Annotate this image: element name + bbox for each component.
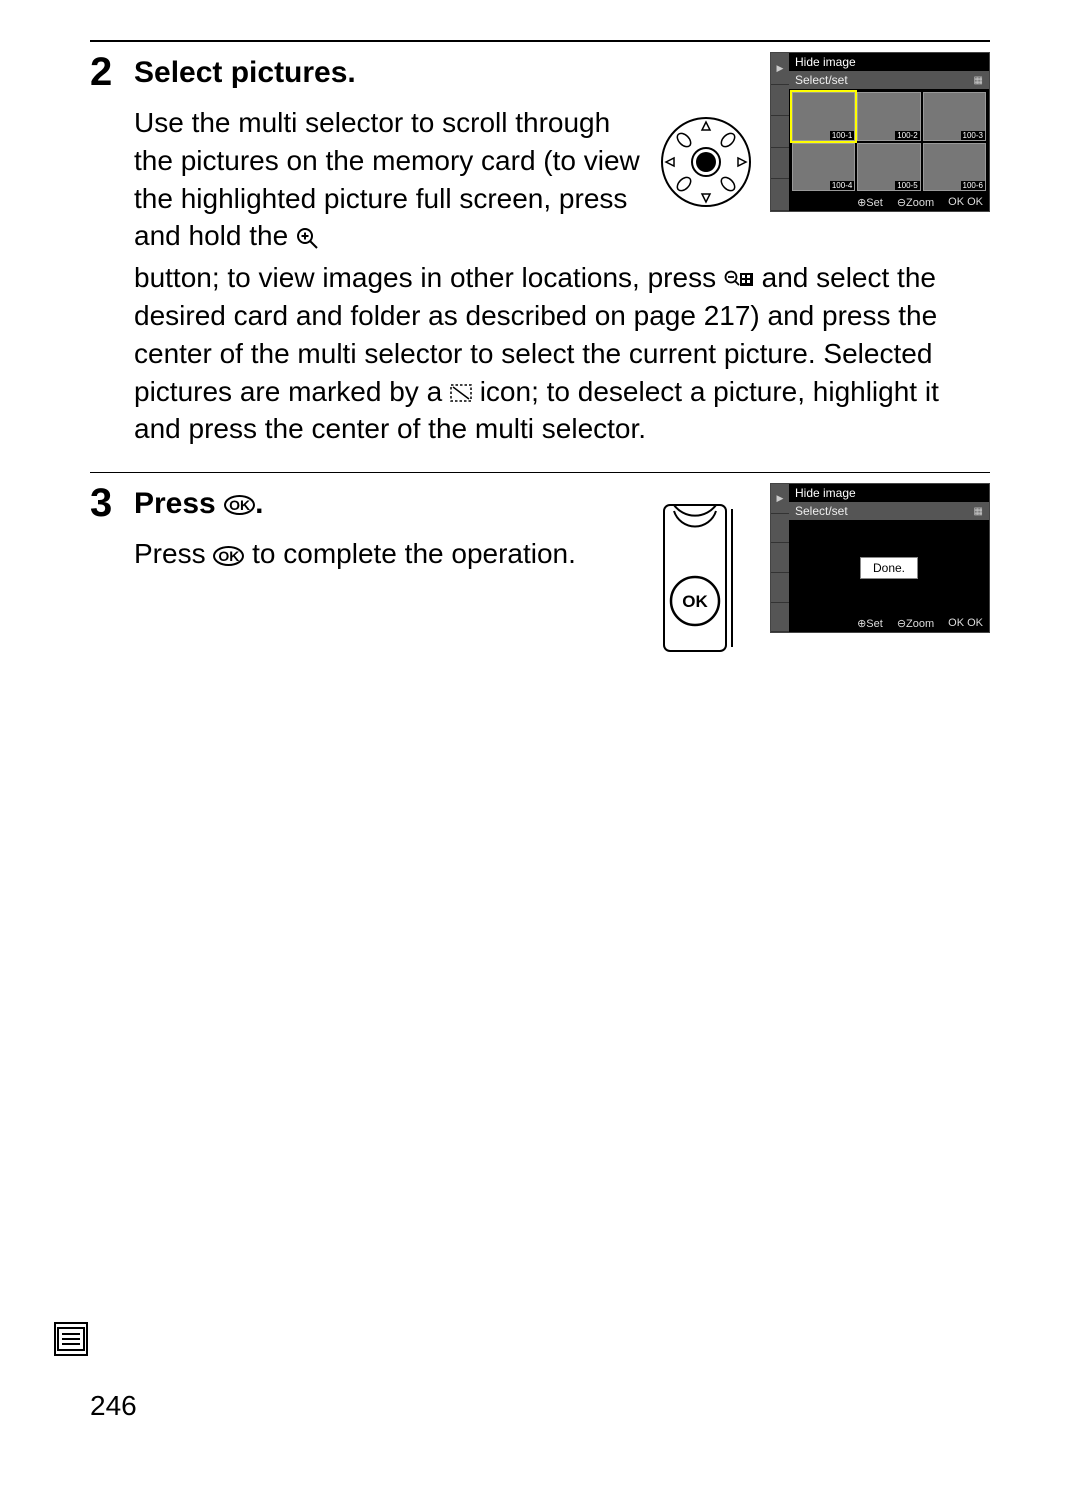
step-2-para1: Use the multi selector to scroll through… [134, 104, 646, 255]
thumb-3: 100-3 [923, 92, 986, 141]
sidebar-play-icon: ▶ [771, 484, 789, 514]
step-3-head: Press OK. Press OK to complete the opera… [134, 483, 990, 653]
hide-mark-icon [450, 384, 472, 402]
screen-main: Hide image Select/set ▦ Done. ⊕Set ⊖Zoom [789, 484, 989, 632]
section-menu-icon [54, 1322, 88, 1356]
footer-ok: OK OK [948, 196, 983, 209]
screen-subtitle-text: Select/set [795, 73, 848, 87]
step-2-para2: button; to view images in other location… [134, 259, 990, 448]
thumb-3-label: 100-3 [961, 131, 985, 140]
top-rule [90, 40, 990, 42]
thumb-2-label: 100-2 [895, 131, 919, 140]
screen-main: Hide image Select/set ▦ 100-1 100-2 100-… [789, 53, 989, 211]
step-3-screen: ▶ Hide image Select/set ▦ [770, 483, 990, 633]
ok-button-icon: OK [213, 546, 244, 566]
footer-zoom: ⊖Zoom [897, 617, 934, 630]
ok-button-icon: OK [224, 495, 255, 515]
step-3: 3 Press OK. Press OK to complete the ope… [90, 483, 990, 653]
screen-sidebar: ▶ [771, 484, 789, 632]
step-3-body-a: Press [134, 538, 213, 569]
screen-count-icon: ▦ [974, 506, 983, 517]
step-2-figures: ▶ Hide image Select/set ▦ [656, 52, 990, 212]
screen-subtitle: Select/set ▦ [789, 71, 989, 89]
footer-set: ⊕Set [857, 196, 883, 209]
zoom-out-thumb-icon [724, 270, 754, 290]
screen-sidebar: ▶ [771, 53, 789, 211]
step-2-para2a: button; to view images in other location… [134, 262, 724, 293]
mid-rule [90, 472, 990, 473]
step-2-number: 2 [90, 52, 134, 92]
thumb-6: 100-6 [923, 143, 986, 192]
step-3-figures: OK ▶ Hide image [656, 483, 990, 653]
multi-selector-icon [656, 112, 756, 212]
page-number: 246 [90, 1390, 137, 1422]
footer-zoom: ⊖Zoom [897, 196, 934, 209]
step-2: 2 Select pictures. Use the multi selecto… [90, 52, 990, 255]
done-box: Done. [860, 557, 918, 579]
step-2-head: Select pictures. Use the multi selector … [134, 52, 990, 255]
step-3-title: Press OK. [134, 487, 646, 521]
step-3-title-a: Press [134, 487, 224, 520]
screen-footer: ⊕Set ⊖Zoom OK OK [789, 194, 989, 211]
screen-footer: ⊕Set ⊖Zoom OK OK [789, 615, 989, 632]
step-3-body: Press OK. Press OK to complete the opera… [134, 483, 990, 653]
screen-count-icon: ▦ [974, 75, 983, 86]
thumb-5-label: 100-5 [895, 181, 919, 190]
step-2-title: Select pictures. [134, 56, 646, 90]
thumb-4: 100-4 [792, 143, 855, 192]
thumb-5: 100-5 [857, 143, 920, 192]
step-3-title-b: . [255, 487, 263, 520]
thumb-2: 100-2 [857, 92, 920, 141]
step-3-body-b: to complete the operation. [244, 538, 576, 569]
thumb-6-label: 100-6 [961, 181, 985, 190]
manual-page: 2 Select pictures. Use the multi selecto… [0, 0, 1080, 1486]
step-2-body: Select pictures. Use the multi selector … [134, 52, 990, 255]
step-3-number: 3 [90, 483, 134, 523]
done-area: Done. [789, 520, 989, 615]
step-3-text: Press OK to complete the operation. [134, 535, 646, 573]
ok-button-diagram: OK [656, 503, 756, 653]
thumb-1: 100-1 [792, 92, 855, 141]
step-2-screen: ▶ Hide image Select/set ▦ [770, 52, 990, 212]
zoom-in-icon [296, 227, 318, 249]
screen-subtitle: Select/set ▦ [789, 502, 989, 520]
screen-subtitle-text: Select/set [795, 504, 848, 518]
screen-title: Hide image [789, 484, 989, 502]
svg-text:OK: OK [682, 592, 708, 611]
step-2-para1-text: Use the multi selector to scroll through… [134, 107, 640, 251]
sidebar-play-icon: ▶ [771, 53, 789, 85]
footer-set: ⊕Set [857, 617, 883, 630]
thumb-4-label: 100-4 [830, 181, 854, 190]
thumbnail-grid: 100-1 100-2 100-3 100-4 100-5 100-6 [789, 89, 989, 194]
footer-ok: OK OK [948, 617, 983, 630]
screen-title: Hide image [789, 53, 989, 71]
thumb-1-label: 100-1 [830, 131, 854, 140]
